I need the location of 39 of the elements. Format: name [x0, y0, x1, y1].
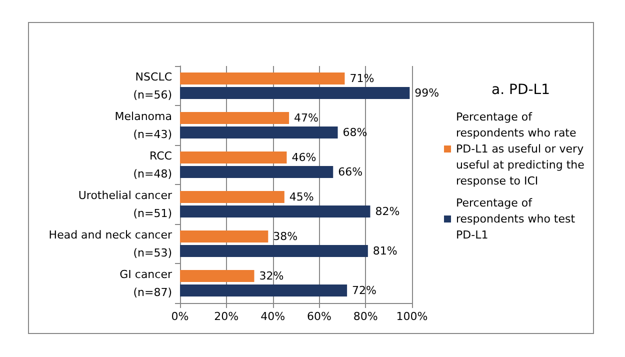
- bar: [180, 205, 370, 218]
- bar: [180, 86, 410, 99]
- data-label: 46%: [292, 151, 316, 164]
- y-tick-label: GI cancer (n=87): [120, 268, 172, 299]
- data-label: 72%: [352, 284, 376, 297]
- bar: [180, 230, 268, 243]
- bar: [180, 112, 290, 124]
- data-label: 32%: [259, 270, 284, 283]
- legend-label: Percentage of respondents who rate PD-L1 as useful or very useful at predicting the response to ICI: [456, 110, 588, 188]
- data-label: 66%: [338, 165, 363, 178]
- data-label: 81%: [372, 244, 398, 258]
- bar: [180, 126, 338, 138]
- bar: [180, 244, 368, 257]
- y-tick-label: Head and neck cancer (n=53): [48, 228, 172, 260]
- text: a. PD-L1: [492, 82, 550, 98]
- data-label: 38%: [273, 230, 298, 244]
- bar: [180, 166, 334, 178]
- x-tick-label: 80%: [353, 310, 378, 323]
- data-label: 47%: [294, 112, 318, 125]
- bar: [180, 270, 254, 282]
- bar: [180, 152, 287, 164]
- x-tick-label: 20%: [214, 310, 239, 323]
- y-tick-label: RCC (n=48): [133, 149, 172, 180]
- y-tick-label: NSCLC (n=56): [133, 70, 172, 102]
- y-tick-label: Urothelial cancer (n=51): [78, 188, 172, 220]
- data-label: 71%: [350, 72, 374, 86]
- legend-label: Percentage of respondents who test PD-L1: [456, 196, 579, 242]
- x-tick-label: 40%: [260, 310, 286, 323]
- data-label: 68%: [342, 126, 368, 139]
- data-label: 45%: [289, 190, 314, 204]
- y-tick-label: Melanoma (n=43): [114, 110, 172, 141]
- x-tick-label: 60%: [306, 310, 332, 323]
- bar: [180, 191, 284, 204]
- bar: [180, 284, 348, 296]
- x-tick-label: 0%: [171, 310, 189, 323]
- x-tick-label: 100%: [396, 310, 428, 323]
- bar: [180, 72, 345, 85]
- data-label: 99%: [414, 86, 440, 100]
- data-label: 82%: [375, 204, 400, 218]
